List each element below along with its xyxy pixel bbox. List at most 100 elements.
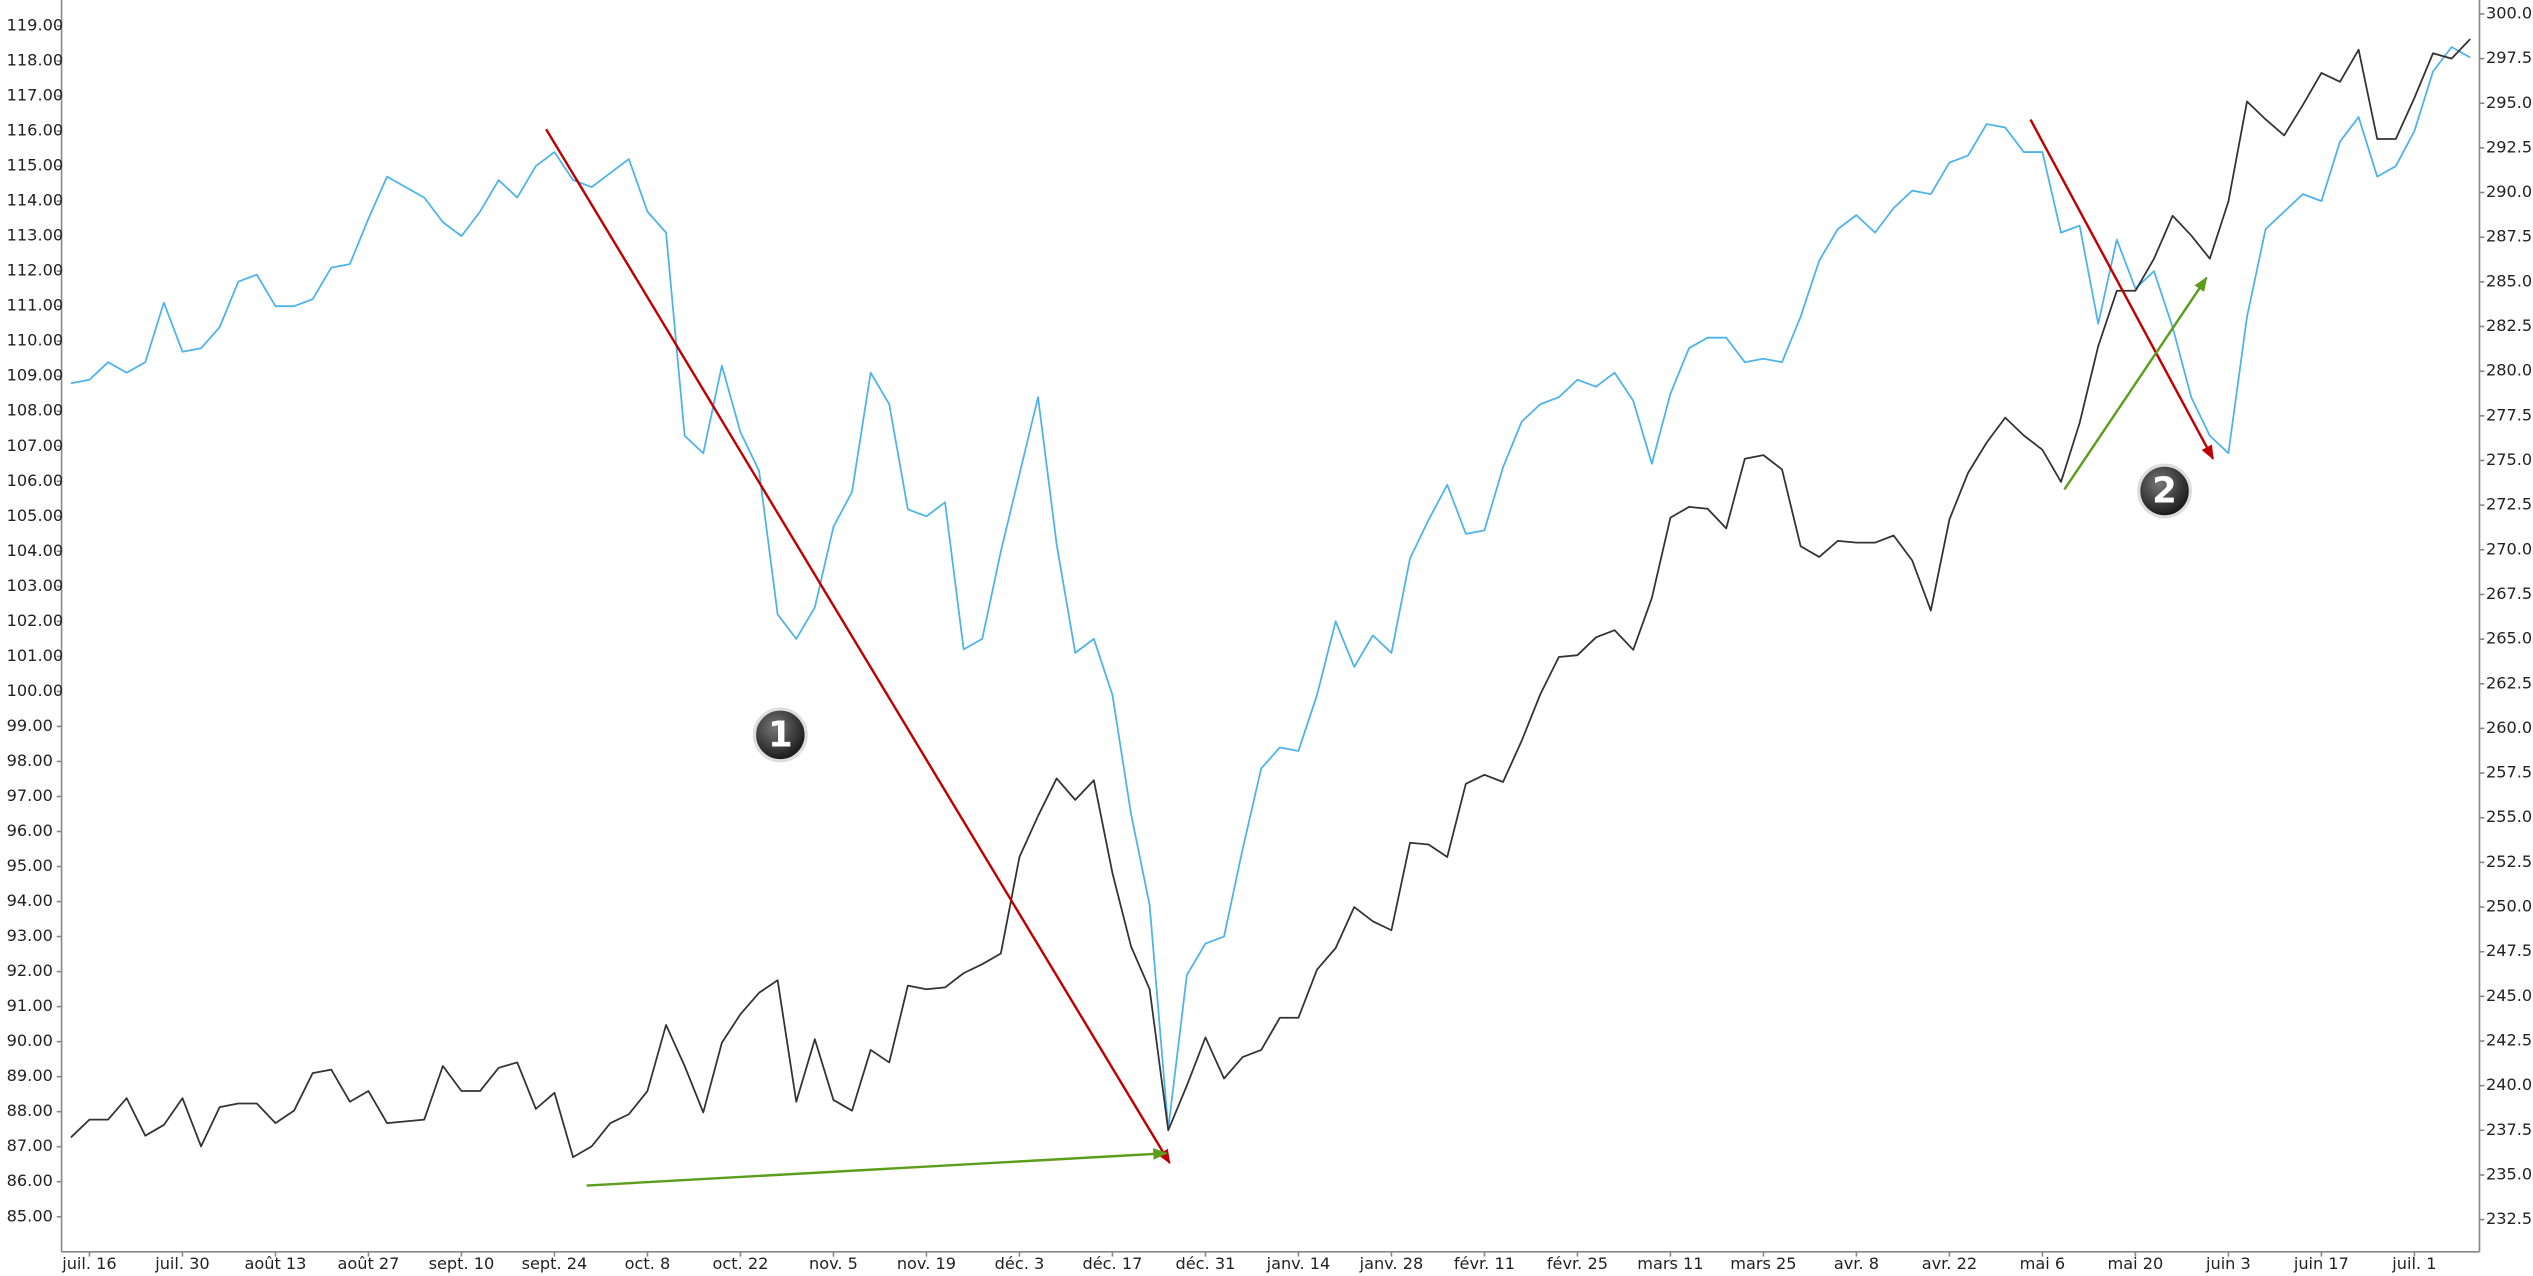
series-line	[70, 38, 2471, 1158]
x-tick-label: déc. 17	[1083, 1254, 1143, 1273]
y-tick-label: 99.00	[7, 716, 53, 735]
x-tick-label: nov. 19	[897, 1254, 956, 1273]
y-tick-label: 105.00	[7, 506, 63, 525]
y2-tick-label: 267.50	[2486, 584, 2533, 603]
y2-tick-label: 262.50	[2486, 673, 2533, 692]
y-tick-label: 116.00	[7, 121, 63, 140]
badge-label: 1	[768, 715, 793, 756]
y-tick-label: 102.00	[7, 611, 63, 630]
y-tick-label: 100.00	[7, 681, 63, 700]
y-tick-label: 90.00	[7, 1031, 53, 1050]
y-tick-label: 93.00	[7, 926, 53, 945]
y-tick-label: 95.00	[7, 856, 53, 875]
y2-tick-label: 235.00	[2486, 1164, 2533, 1183]
y-tick-label: 101.00	[7, 646, 63, 665]
x-tick-label: févr. 11	[1454, 1254, 1515, 1273]
badge-label: 2	[2152, 471, 2177, 512]
y2-tick-label: 265.00	[2486, 629, 2533, 648]
y2-tick-label: 285.00	[2486, 271, 2533, 290]
x-tick-label: juin 3	[2205, 1254, 2251, 1273]
y-tick-label: 94.00	[7, 891, 53, 910]
y2-tick-label: 232.50	[2486, 1209, 2533, 1228]
x-tick-label: nov. 5	[809, 1254, 858, 1273]
y2-tick-label: 255.00	[2486, 807, 2533, 826]
x-tick-label: mai 6	[2020, 1254, 2066, 1273]
x-tick-label: juil. 1	[2391, 1254, 2436, 1273]
x-tick-label: avr. 22	[1922, 1254, 1977, 1273]
y2-tick-label: 292.50	[2486, 137, 2533, 156]
y-tick-label: 118.00	[7, 51, 63, 70]
y-tick-label: 112.00	[7, 261, 63, 280]
x-tick-label: juil. 16	[61, 1254, 116, 1273]
y-tick-label: 110.00	[7, 331, 63, 350]
y-tick-label: 115.00	[7, 156, 63, 175]
y-tick-label: 108.00	[7, 401, 63, 420]
y-tick-label: 103.00	[7, 576, 63, 595]
y2-tick-label: 290.00	[2486, 182, 2533, 201]
series-layer	[70, 38, 2471, 1158]
series-line	[70, 46, 2471, 1131]
y2-tick-label: 270.00	[2486, 539, 2533, 558]
y-tick-label: 89.00	[7, 1066, 53, 1085]
y2-tick-label: 300.00	[2486, 3, 2533, 22]
x-tick-label: mars 11	[1637, 1254, 1703, 1273]
y-tick-label: 97.00	[7, 786, 53, 805]
y-tick-label: 113.00	[7, 226, 63, 245]
y2-tick-label: 287.50	[2486, 227, 2533, 246]
x-tick-label: janv. 14	[1266, 1254, 1331, 1273]
y2-tick-label: 297.50	[2486, 48, 2533, 67]
x-tick-label: févr. 25	[1547, 1254, 1608, 1273]
y-tick-label: 91.00	[7, 996, 53, 1015]
arrow	[2063, 276, 2208, 491]
y2-tick-label: 252.50	[2486, 852, 2533, 871]
y-tick-label: 87.00	[7, 1136, 53, 1155]
y2-tick-label: 282.50	[2486, 316, 2533, 335]
y2-tick-label: 242.50	[2486, 1031, 2533, 1050]
y2-tick-label: 272.50	[2486, 495, 2533, 514]
x-tick-label: déc. 3	[995, 1254, 1045, 1273]
y2-tick-label: 237.50	[2486, 1120, 2533, 1139]
y2-tick-label: 295.00	[2486, 93, 2533, 112]
y2-tick-label: 277.50	[2486, 405, 2533, 424]
y-tick-label: 107.00	[7, 436, 63, 455]
badge-circle	[2137, 463, 2193, 519]
arrow	[586, 1148, 1168, 1187]
badge: 1	[752, 707, 808, 763]
y2-tick-label: 257.50	[2486, 763, 2533, 782]
x-tick-label: avr. 8	[1834, 1254, 1879, 1273]
y-tick-label: 106.00	[7, 471, 63, 490]
x-tick-label: déc. 31	[1176, 1254, 1236, 1273]
x-tick-label: oct. 22	[713, 1254, 769, 1273]
x-tick-label: août 27	[337, 1254, 399, 1273]
x-tick-label: juin 17	[2293, 1254, 2349, 1273]
arrow	[545, 128, 1171, 1165]
y-tick-label: 85.00	[7, 1206, 53, 1225]
x-tick-label: sept. 24	[522, 1254, 588, 1273]
x-tick-label: août 13	[244, 1254, 306, 1273]
x-tick-label: mars 25	[1730, 1254, 1796, 1273]
y2-tick-label: 280.00	[2486, 361, 2533, 380]
y-tick-label: 117.00	[7, 86, 63, 105]
y2-tick-label: 250.00	[2486, 897, 2533, 916]
y-tick-label: 119.00	[7, 15, 63, 34]
badge-circle	[752, 707, 808, 763]
y2-tick-label: 275.00	[2486, 450, 2533, 469]
x-tick-label: janv. 28	[1359, 1254, 1424, 1273]
y-tick-label: 88.00	[7, 1101, 53, 1120]
annotation-arrows	[545, 118, 2215, 1187]
y2-tick-label: 247.50	[2486, 941, 2533, 960]
y2-tick-label: 240.00	[2486, 1075, 2533, 1094]
y-tick-label: 92.00	[7, 961, 53, 980]
x-tick-label: oct. 8	[625, 1254, 671, 1273]
y-tick-label: 104.00	[7, 541, 63, 560]
x-tick-label: juil. 30	[154, 1254, 209, 1273]
badge: 2	[2137, 463, 2193, 519]
y-tick-label: 114.00	[7, 191, 63, 210]
y-tick-label: 109.00	[7, 366, 63, 385]
y2-tick-label: 260.00	[2486, 718, 2533, 737]
y-tick-label: 96.00	[7, 821, 53, 840]
y-tick-label: 86.00	[7, 1171, 53, 1190]
arrow	[2029, 118, 2215, 460]
